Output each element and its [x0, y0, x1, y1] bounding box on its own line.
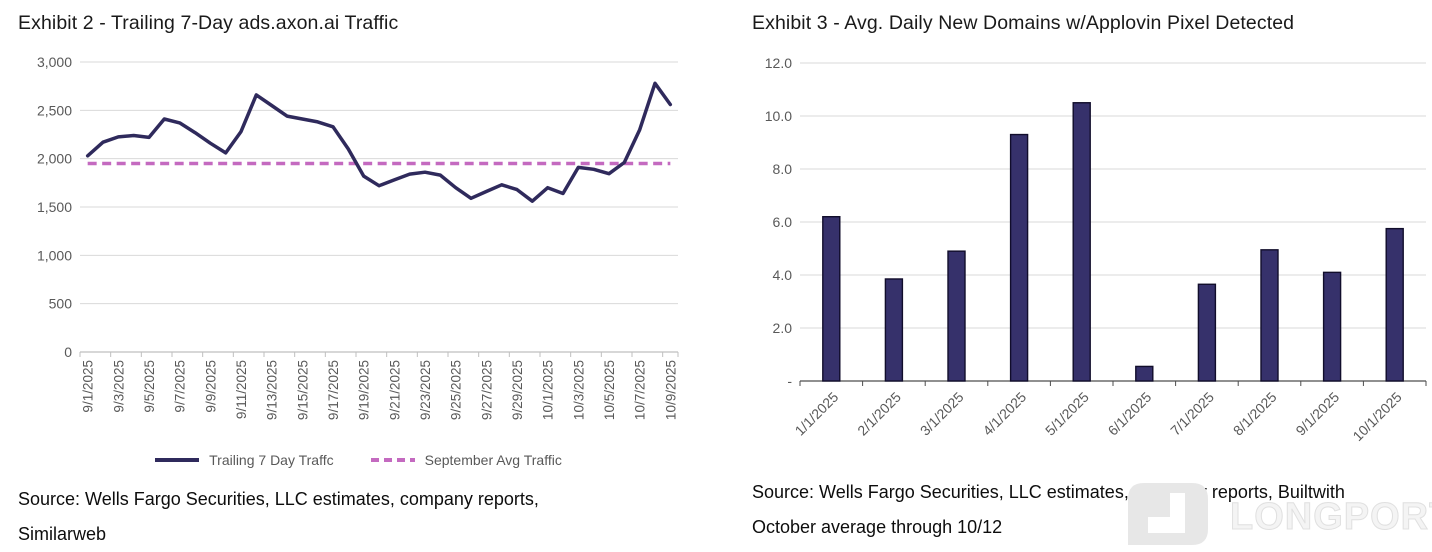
new-domains-bar-chart: - 2.0 4.0 6.0 8.0 10.0 12.0 1/1/2025 2/1/2025 3/1… — [765, 55, 1427, 445]
y-tick-label: 2,000 — [37, 151, 72, 167]
x-tick-label: 9/15/2025 — [295, 360, 310, 420]
x-tick-label: 10/7/2025 — [633, 360, 648, 420]
watermark-text: LONGPORT — [1230, 496, 1432, 538]
y-tick-label: 4.0 — [773, 267, 793, 283]
legend-label: Trailing 7 Day Traffc — [209, 452, 334, 468]
bar-1/1/2025 — [822, 215, 841, 382]
solid-line-swatch — [155, 458, 200, 462]
x-tick-label: 10/3/2025 — [571, 360, 586, 420]
x-tick-label: 9/13/2025 — [265, 360, 280, 420]
x-tick-label: 7/1/2025 — [1167, 389, 1217, 439]
x-tick-label: 10/1/2025 — [541, 360, 556, 420]
x-tick-label: 9/21/2025 — [387, 360, 402, 420]
x-tick-label: 8/1/2025 — [1230, 389, 1280, 439]
x-tick-label: 9/9/2025 — [203, 360, 218, 413]
bar-5/1/2025 — [1072, 102, 1091, 382]
x-tick-label: 9/1/2025 — [81, 360, 96, 413]
legend-label: September Avg Traffic — [424, 452, 562, 468]
y-tick-label: 0 — [64, 344, 72, 360]
trailing-traffic-series — [85, 81, 673, 203]
x-tick-label: 9/1/2025 — [1292, 389, 1342, 439]
x-tick-label: 6/1/2025 — [1105, 389, 1155, 439]
x-tick-label: 4/1/2025 — [979, 389, 1029, 439]
bar-4/1/2025 — [1009, 133, 1029, 382]
x-tick-label: 9/17/2025 — [326, 360, 341, 420]
dashed-line-swatch — [370, 458, 415, 462]
x-tick-label: 3/1/2025 — [917, 389, 967, 439]
x-tick-label: 9/19/2025 — [357, 360, 372, 420]
x-tick-label: 10/9/2025 — [663, 360, 678, 420]
exhibit-3-title: Exhibit 3 - Avg. Daily New Domains w/App… — [752, 12, 1295, 34]
y-tick-label: 10.0 — [765, 108, 792, 124]
longport-logo-icon — [1128, 483, 1208, 545]
bar-3/1/2025 — [947, 250, 966, 382]
x-tick-label: 9/3/2025 — [111, 360, 126, 413]
bar-10/1/2025 — [1385, 227, 1404, 382]
x-tick-label: 5/1/2025 — [1042, 389, 1092, 439]
y-tick-label: 2.0 — [773, 320, 793, 336]
x-tick-label: 9/11/2025 — [234, 360, 249, 419]
x-tick-label: 9/5/2025 — [142, 360, 157, 413]
exhibit-2-title: Exhibit 2 - Trailing 7-Day ads.axon.ai T… — [18, 12, 399, 34]
bar-9/1/2025 — [1322, 271, 1342, 382]
x-tick-label: 9/29/2025 — [510, 360, 525, 420]
bar-8/1/2025 — [1260, 249, 1279, 382]
legend-item-trailing-7-day: Trailing 7 Day Traffc — [154, 452, 334, 468]
y-tick-label: 3,000 — [37, 54, 72, 70]
y-tick-label: - — [787, 373, 792, 389]
y-tick-label: 500 — [49, 296, 73, 312]
y-tick-label: 1,000 — [37, 247, 72, 263]
legend-item-september-avg: September Avg Traffic — [370, 452, 562, 468]
exhibit-2-source-line-2: Similarweb — [18, 524, 107, 544]
x-tick-label: 9/25/2025 — [449, 360, 464, 420]
y-tick-label: 6.0 — [773, 214, 793, 230]
y-tick-label: 1,500 — [37, 199, 72, 215]
line-chart-legend: Trailing 7 Day Traffc September Avg Traf… — [0, 452, 716, 468]
x-tick-label: 10/5/2025 — [602, 360, 617, 420]
bar-2/1/2025 — [884, 278, 904, 382]
exhibit-2-source-line-1: Source: Wells Fargo Securities, LLC esti… — [18, 489, 539, 509]
trailing-traffic-line-chart: 0 500 1,000 1,500 2,000 2,500 3,000 9/1/2025 9/3… — [37, 54, 679, 420]
exhibit-3-source-line-2: October average through 10/12 — [752, 517, 1003, 537]
bar-7/1/2025 — [1197, 283, 1217, 382]
y-tick-label: 2,500 — [37, 102, 72, 118]
x-tick-label: 9/27/2025 — [479, 360, 494, 420]
x-tick-label: 2/1/2025 — [854, 389, 904, 439]
y-tick-label: 8.0 — [773, 161, 793, 177]
x-tick-label: 10/1/2025 — [1349, 389, 1405, 445]
bar-6/1/2025 — [1135, 365, 1154, 382]
x-tick-label: 9/23/2025 — [418, 360, 433, 420]
x-tick-label: 9/7/2025 — [173, 360, 188, 413]
x-tick-label: 1/1/2025 — [792, 389, 842, 439]
y-tick-label: 12.0 — [765, 55, 792, 71]
longport-watermark: LONGPORT — [1128, 483, 1432, 545]
